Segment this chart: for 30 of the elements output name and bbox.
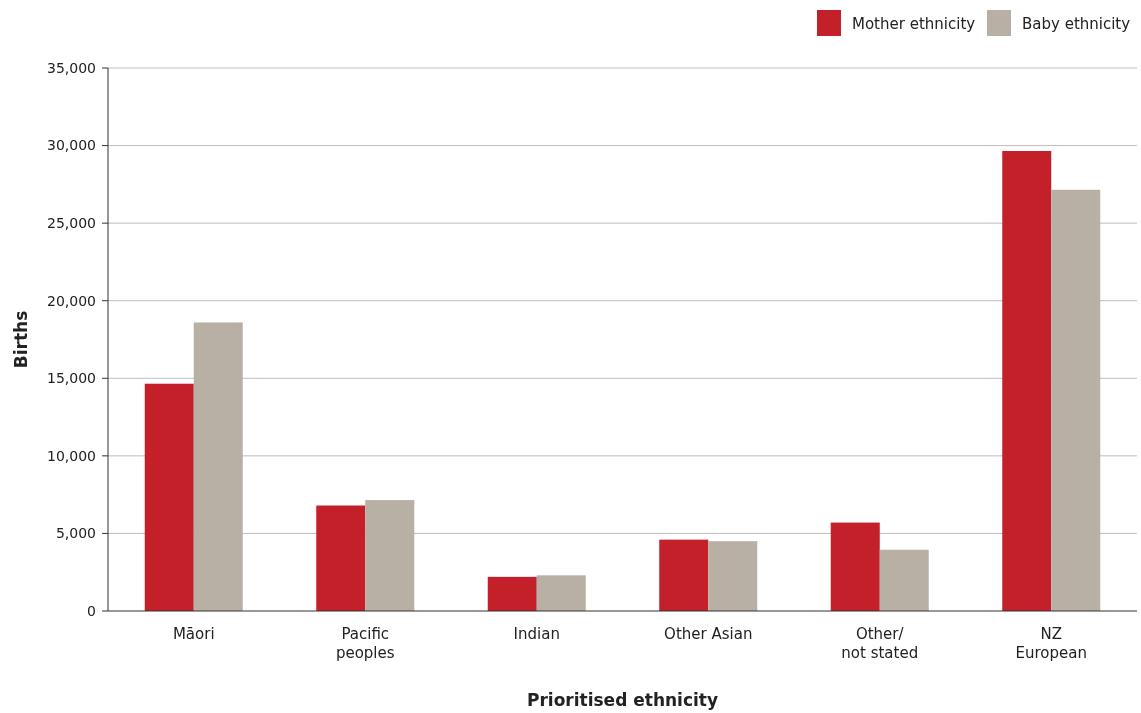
x-tick-label: Pacific peoples <box>335 625 395 662</box>
y-tick-label: 15,000 <box>47 370 96 387</box>
legend-label: Mother ethnicity <box>852 15 976 34</box>
y-tick-label: 30,000 <box>47 137 96 154</box>
x-tick-label: Indian <box>513 625 560 643</box>
y-tick-label: 0 <box>87 602 96 619</box>
x-tick-label: Other Asian <box>664 625 753 643</box>
bar <box>708 541 758 611</box>
x-tick-label: Other/ not stated <box>841 625 919 662</box>
x-axis-title: Prioritised ethnicity <box>526 690 719 710</box>
y-tick-label: 5,000 <box>55 525 96 542</box>
bar <box>487 576 537 611</box>
bar <box>365 500 415 611</box>
y-tick-label: 25,000 <box>47 215 96 232</box>
bar <box>879 549 929 611</box>
bar <box>659 539 709 611</box>
y-tick-label: 10,000 <box>47 447 96 464</box>
y-axis-title: Births <box>11 310 31 369</box>
bar <box>193 322 243 611</box>
bar <box>1002 151 1052 611</box>
y-tick-label: 35,000 <box>47 59 96 76</box>
x-tick-label: NZ European <box>1015 625 1087 662</box>
legend-label: Baby ethnicity <box>1022 15 1131 34</box>
bar <box>830 522 880 611</box>
bar <box>144 383 194 611</box>
bar <box>536 575 586 611</box>
bar <box>316 505 366 611</box>
y-tick-label: 20,000 <box>47 292 96 309</box>
bar <box>1051 189 1101 611</box>
x-tick-label: Māori <box>172 625 215 643</box>
